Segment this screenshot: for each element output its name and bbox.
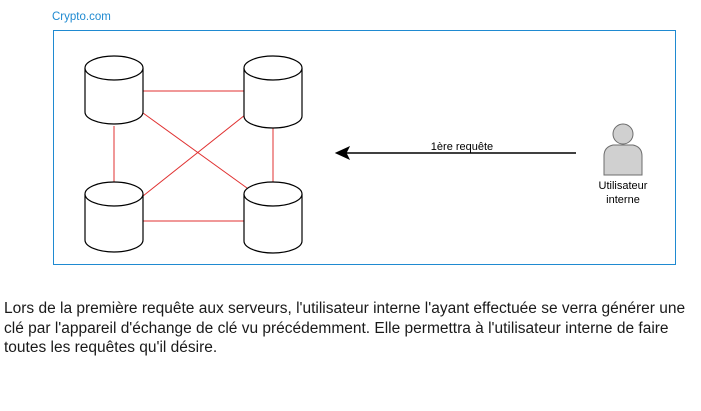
- user-icon: [603, 123, 643, 176]
- network-diagram: Crypto.com 1ère requête Utilisat: [52, 11, 676, 265]
- database-cylinder-icon: [243, 181, 303, 254]
- container-label: Crypto.com: [52, 11, 111, 23]
- user-label-line2: interne: [606, 194, 640, 206]
- database-cylinder-icon: [84, 181, 144, 253]
- database-cylinder-icon: [243, 55, 303, 129]
- server-links: [113, 90, 274, 222]
- database-cylinder-icon: [84, 55, 144, 125]
- link-diag-1: [142, 112, 248, 189]
- link-diag-2: [142, 114, 246, 197]
- arrow-head-icon: [334, 145, 351, 161]
- arrow-label: 1ère requête: [431, 141, 493, 153]
- user-label-line1: Utilisateur: [599, 180, 648, 192]
- description-paragraph: Lors de la première requête aux serveurs…: [4, 300, 686, 356]
- crypto-container: [53, 30, 676, 265]
- request-arrow: [334, 145, 576, 161]
